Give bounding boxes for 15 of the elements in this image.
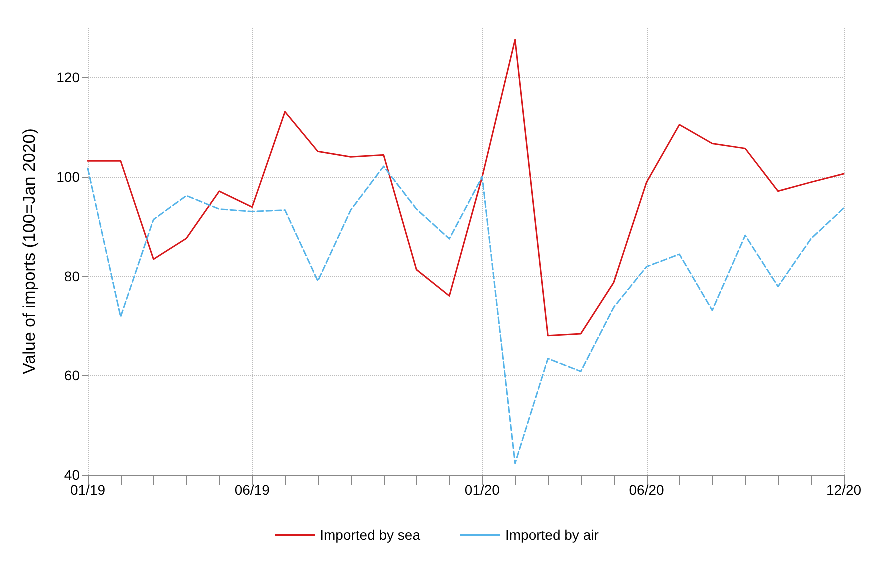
x-tick-label: 01/20 [464, 482, 500, 498]
line-series [87, 166, 845, 464]
legend-label: Imported by sea [320, 527, 421, 543]
x-tick-label: 06/19 [234, 482, 270, 498]
legend-label: Imported by air [506, 527, 600, 543]
x-tick-label: 12/20 [826, 482, 862, 498]
x-tick-label: 06/20 [629, 482, 665, 498]
y-tick-label: 80 [64, 268, 80, 284]
y-tick-label: 40 [64, 467, 80, 483]
x-tick-label: 01/19 [70, 482, 106, 498]
y-tick-label: 60 [64, 368, 80, 384]
y-axis-title: Value of imports (100=Jan 2020) [20, 128, 39, 374]
y-tick-label: 120 [56, 70, 80, 86]
line-series [87, 39, 845, 337]
y-tick-label: 100 [56, 169, 80, 185]
